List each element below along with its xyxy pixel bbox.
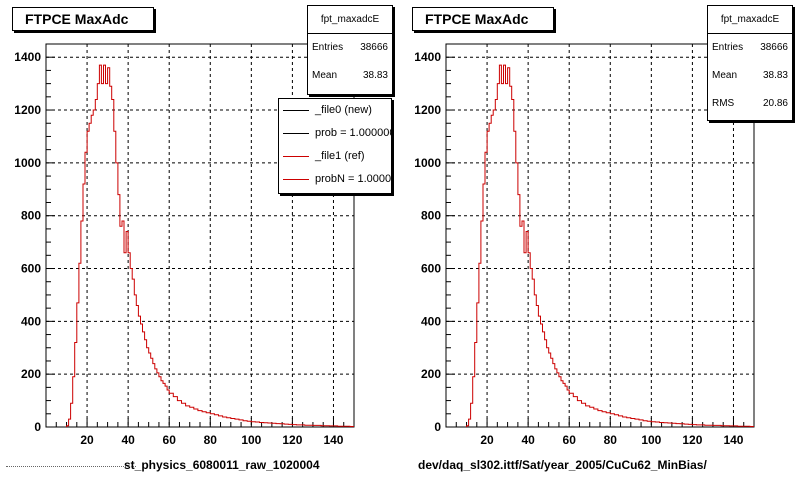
stats-row-entries: Entries 38666 <box>308 34 392 62</box>
legend-entry: _file0 (new) <box>279 99 391 122</box>
y-tick-label: 200 <box>421 367 441 381</box>
stats-label: RMS <box>712 98 735 109</box>
stats-box: fpt_maxadcE Entries 38666 Mean 38.83 RMS… <box>707 5 793 121</box>
y-tick-label: 1200 <box>414 103 441 117</box>
y-tick-label: 400 <box>421 314 441 328</box>
x-tick-label: 40 <box>121 433 135 447</box>
stats-box: fpt_maxadcE Entries 38666 Mean 38.83 <box>307 5 393 95</box>
footer-smudge <box>6 466 136 470</box>
histogram-panel-left: 20 40 60 80 100 120 140 0 200 400 600 800 1000 1200 14… <box>6 5 393 472</box>
x-tick-label: 100 <box>641 433 661 447</box>
stats-value: 20.86 <box>762 98 788 109</box>
x-tick-label: 120 <box>682 433 702 447</box>
histogram-panel-right: 20 40 60 80 100 120 140 0 200 400 600 800 1000 1200 14… <box>400 0 800 480</box>
x-tick-label: 20 <box>480 433 494 447</box>
legend-label: probN = 1.000000 <box>315 173 392 185</box>
legend: _file0 (new) prob = 1.000000 _file1 (ref… <box>278 98 392 194</box>
stats-label: Entries <box>312 42 344 53</box>
legend-line <box>283 156 309 157</box>
plot-frame <box>445 43 755 428</box>
y-tick-label: 0 <box>434 420 441 434</box>
legend-line <box>283 133 309 134</box>
y-tick-label: 1000 <box>14 156 41 170</box>
stats-row-rms: RMS 20.86 <box>708 90 792 118</box>
x-axis-label: dev/daq_sl302.ittf/Sat/year_2005/CuCu62_… <box>418 458 707 472</box>
x-tick-label: 140 <box>723 433 743 447</box>
stats-value: 38.83 <box>762 70 788 81</box>
stats-row-mean: Mean 38.83 <box>308 62 392 90</box>
legend-entry: prob = 1.000000 <box>279 122 391 145</box>
stats-label: Mean <box>312 70 338 81</box>
x-axis-label: st_physics_6080011_raw_1020004 <box>124 458 320 472</box>
y-tick-label: 800 <box>421 209 441 223</box>
stats-label: Entries <box>712 42 744 53</box>
x-tick-label: 80 <box>204 433 218 447</box>
chart-title: FTPCE MaxAdc <box>412 7 554 31</box>
x-tick-label: 60 <box>563 433 577 447</box>
stats-value: 38666 <box>360 42 388 53</box>
legend-label: _file0 (new) <box>315 104 372 116</box>
stats-row-mean: Mean 38.83 <box>708 62 792 90</box>
stats-name: fpt_maxadcE <box>708 6 792 34</box>
x-tick-label: 40 <box>521 433 535 447</box>
x-tick-label: 60 <box>163 433 177 447</box>
legend-entry: probN = 1.000000 <box>279 168 391 191</box>
x-tick-label: 120 <box>282 433 302 447</box>
y-tick-label: 200 <box>21 367 41 381</box>
chart-title: FTPCE MaxAdc <box>12 7 154 31</box>
y-tick-label: 600 <box>21 262 41 276</box>
y-tick-label: 800 <box>21 209 41 223</box>
y-tick-label: 1400 <box>414 50 441 64</box>
legend-label: _file1 (ref) <box>315 150 365 162</box>
stats-value: 38666 <box>760 42 788 53</box>
y-tick-label: 600 <box>421 262 441 276</box>
stats-name: fpt_maxadcE <box>308 6 392 34</box>
legend-line <box>283 179 309 180</box>
stats-value: 38.83 <box>362 70 388 81</box>
y-tick-label: 400 <box>21 314 41 328</box>
stats-label: Mean <box>712 70 738 81</box>
x-tick-label: 140 <box>323 433 343 447</box>
legend-line <box>283 110 309 111</box>
legend-label: prob = 1.000000 <box>315 127 392 139</box>
y-tick-label: 1400 <box>14 50 41 64</box>
x-tick-label: 80 <box>604 433 618 447</box>
stats-row-entries: Entries 38666 <box>708 34 792 62</box>
x-tick-label: 20 <box>80 433 94 447</box>
y-tick-label: 1000 <box>414 156 441 170</box>
legend-entry: _file1 (ref) <box>279 145 391 168</box>
histogram-plot-right: 20 40 60 80 100 120 14002004006008001000120014… <box>414 43 755 447</box>
y-tick-label: 1200 <box>14 103 41 117</box>
x-tick-label: 100 <box>241 433 261 447</box>
histogram-series-line <box>66 64 354 427</box>
y-tick-label: 0 <box>34 420 41 434</box>
histogram-series-line <box>466 64 754 427</box>
